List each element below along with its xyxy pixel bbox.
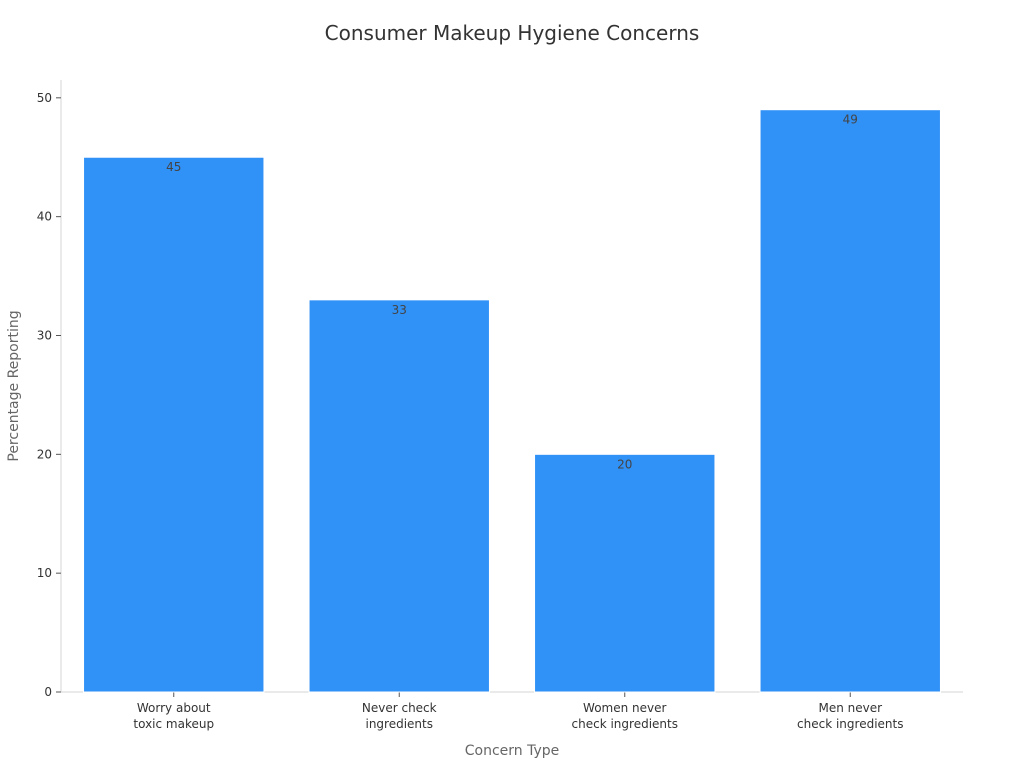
x-tick-label: Men never check ingredients — [797, 701, 903, 731]
bar — [534, 453, 716, 693]
bars-group — [83, 109, 941, 693]
x-axis: Worry about toxic makeup Never check ingred… — [61, 691, 963, 731]
chart-title: Consumer Makeup Hygiene Concerns — [325, 21, 700, 45]
data-labels-group: 45 33 20 49 — [166, 113, 858, 472]
y-axis-label: Percentage Reporting — [6, 310, 22, 461]
x-axis-label: Concern Type — [465, 743, 560, 759]
y-tick-label: 50 — [37, 91, 52, 105]
x-tick-label: Worry about toxic makeup — [133, 701, 214, 731]
x-tick-label: Never check ingredients — [362, 701, 437, 731]
data-label: 33 — [392, 303, 407, 317]
y-axis: 0 10 20 30 40 50 — [37, 80, 62, 699]
y-tick-label: 0 — [44, 685, 52, 699]
x-tick-label: Women never check ingredients — [572, 701, 678, 731]
bar — [759, 109, 941, 693]
data-label: 49 — [843, 113, 858, 127]
y-tick-label: 20 — [37, 447, 52, 461]
y-tick-label: 30 — [37, 328, 52, 342]
bar — [308, 299, 490, 693]
y-tick-label: 40 — [37, 210, 52, 224]
data-label: 20 — [617, 457, 632, 471]
bar — [83, 156, 265, 693]
y-tick-label: 10 — [37, 566, 52, 580]
data-label: 45 — [166, 160, 181, 174]
